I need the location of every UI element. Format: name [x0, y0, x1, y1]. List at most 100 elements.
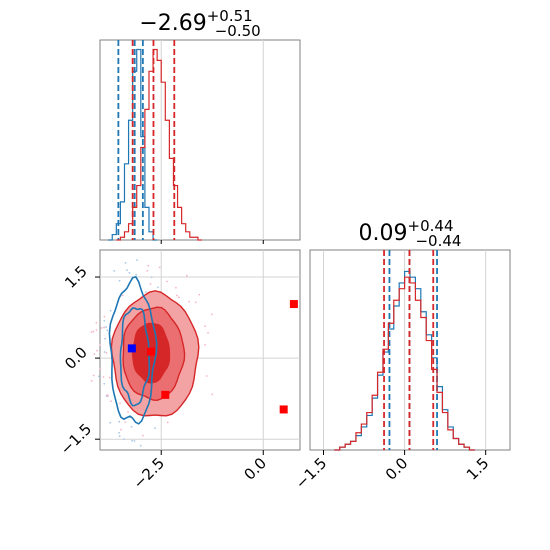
scatter-point	[123, 438, 125, 441]
joint-yticks: −1.5 0.0 1.5	[57, 262, 100, 458]
blue-contours	[108, 275, 158, 425]
scatter-point	[103, 315, 106, 318]
scatter-point	[146, 269, 149, 272]
scatter-point	[103, 319, 106, 322]
hist-step-series-1	[334, 276, 475, 451]
scatter-point	[139, 444, 142, 447]
scatter-point	[166, 421, 169, 424]
scatter-point	[105, 326, 108, 328]
scatter-point	[103, 351, 106, 353]
square-marker	[289, 300, 298, 309]
scatter-point	[204, 343, 207, 346]
hist-panel-param1: −2.69+0.51 −0.50	[99, 7, 301, 244]
scatter-point	[158, 266, 161, 269]
scatter-point	[107, 395, 110, 397]
scatter-point	[135, 273, 138, 276]
scatter-point	[175, 294, 178, 297]
scatter-point	[121, 294, 124, 297]
scatter-point	[100, 327, 103, 329]
scatter-point	[133, 440, 136, 442]
scatter-point	[103, 326, 106, 329]
scatter-point	[147, 264, 150, 267]
square-marker	[161, 390, 170, 399]
scatter-point	[204, 325, 207, 328]
scatter-point	[120, 428, 122, 431]
hist1-grid	[160, 40, 264, 244]
scatter-point	[118, 435, 121, 438]
scatter-point	[149, 283, 152, 285]
scatter-point	[95, 321, 98, 324]
x-tick-label: 1.5	[463, 454, 493, 484]
scatter-point	[113, 269, 116, 272]
scatter-point	[124, 261, 127, 264]
square-marker	[147, 347, 156, 356]
scatter-point	[210, 313, 213, 316]
blue-contour-inner	[119, 307, 151, 407]
scatter-point	[136, 259, 138, 262]
x-tick-label: −2.5	[130, 454, 168, 492]
x-tick-label: −1.5	[292, 454, 330, 492]
scatter-point	[104, 337, 106, 340]
scatter-point	[93, 353, 96, 356]
scatter-point	[105, 395, 108, 398]
scatter-point	[98, 375, 100, 378]
joint-markers	[127, 300, 298, 414]
square-marker	[279, 405, 288, 414]
scatter-point	[105, 351, 108, 354]
scatter-point	[95, 329, 98, 331]
x-tick-label: 0.0	[382, 454, 412, 484]
scatter-point	[126, 269, 128, 272]
hist2-title: 0.09+0.44 −0.44	[359, 217, 462, 250]
joint-frame	[99, 249, 301, 451]
hist2-title-sub: −0.44	[415, 232, 461, 250]
scatter-point	[99, 344, 102, 346]
scatter-point	[106, 393, 108, 396]
joint-panel: −2.5 0.0 −1.5 0.0 1.5	[57, 249, 301, 493]
scatter-point	[185, 274, 188, 277]
scatter-point	[103, 382, 106, 385]
scatter-point	[128, 271, 131, 274]
scatter-point	[90, 331, 93, 333]
scatter-point	[109, 309, 112, 312]
scatter-point	[207, 332, 209, 334]
scatter-point	[110, 400, 112, 403]
hist-panel-param2: 0.09+0.44 −0.44 −1.5 0.0 1.5	[292, 217, 511, 493]
joint-xticks: −2.5 0.0	[130, 450, 270, 493]
scatter-point	[198, 293, 201, 296]
hist-step-series-1	[116, 48, 203, 241]
scatter-point	[154, 427, 156, 430]
hist1-title-sup: +0.51	[207, 7, 253, 25]
scatter-point	[141, 434, 144, 437]
scatter-point	[127, 411, 129, 413]
scatter-point	[205, 375, 208, 377]
scatter-point	[194, 301, 197, 304]
scatter-point	[124, 421, 127, 424]
scatter-point	[118, 279, 121, 282]
scatter-point	[131, 439, 134, 442]
scatter-point	[118, 420, 121, 423]
blue-contour-outer	[108, 275, 158, 425]
scatter-point	[90, 379, 93, 382]
y-tick-label: 1.5	[61, 262, 91, 292]
scatter-point	[92, 330, 95, 333]
scatter-point	[96, 349, 98, 352]
y-tick-label: −1.5	[57, 420, 95, 458]
scatter-point	[211, 393, 214, 396]
hist2-xticks: −1.5 0.0 1.5	[292, 450, 493, 493]
scatter-point	[106, 329, 109, 332]
scatter-point	[130, 425, 133, 428]
hist1-title-main: −2.69	[139, 11, 206, 36]
hist2-title-sup: +0.44	[408, 217, 454, 235]
y-tick-label: 0.0	[61, 343, 91, 373]
scatter-point	[174, 286, 177, 289]
scatter-point	[157, 286, 159, 289]
scatter-point	[144, 291, 147, 293]
scatter-point	[188, 300, 191, 303]
hist1-title-sub: −0.50	[215, 22, 261, 40]
scatter-point	[109, 421, 112, 424]
scatter-point	[166, 280, 168, 283]
x-tick-label: 0.0	[240, 454, 270, 484]
scatter-point	[102, 376, 105, 378]
scatter-point	[118, 431, 121, 434]
